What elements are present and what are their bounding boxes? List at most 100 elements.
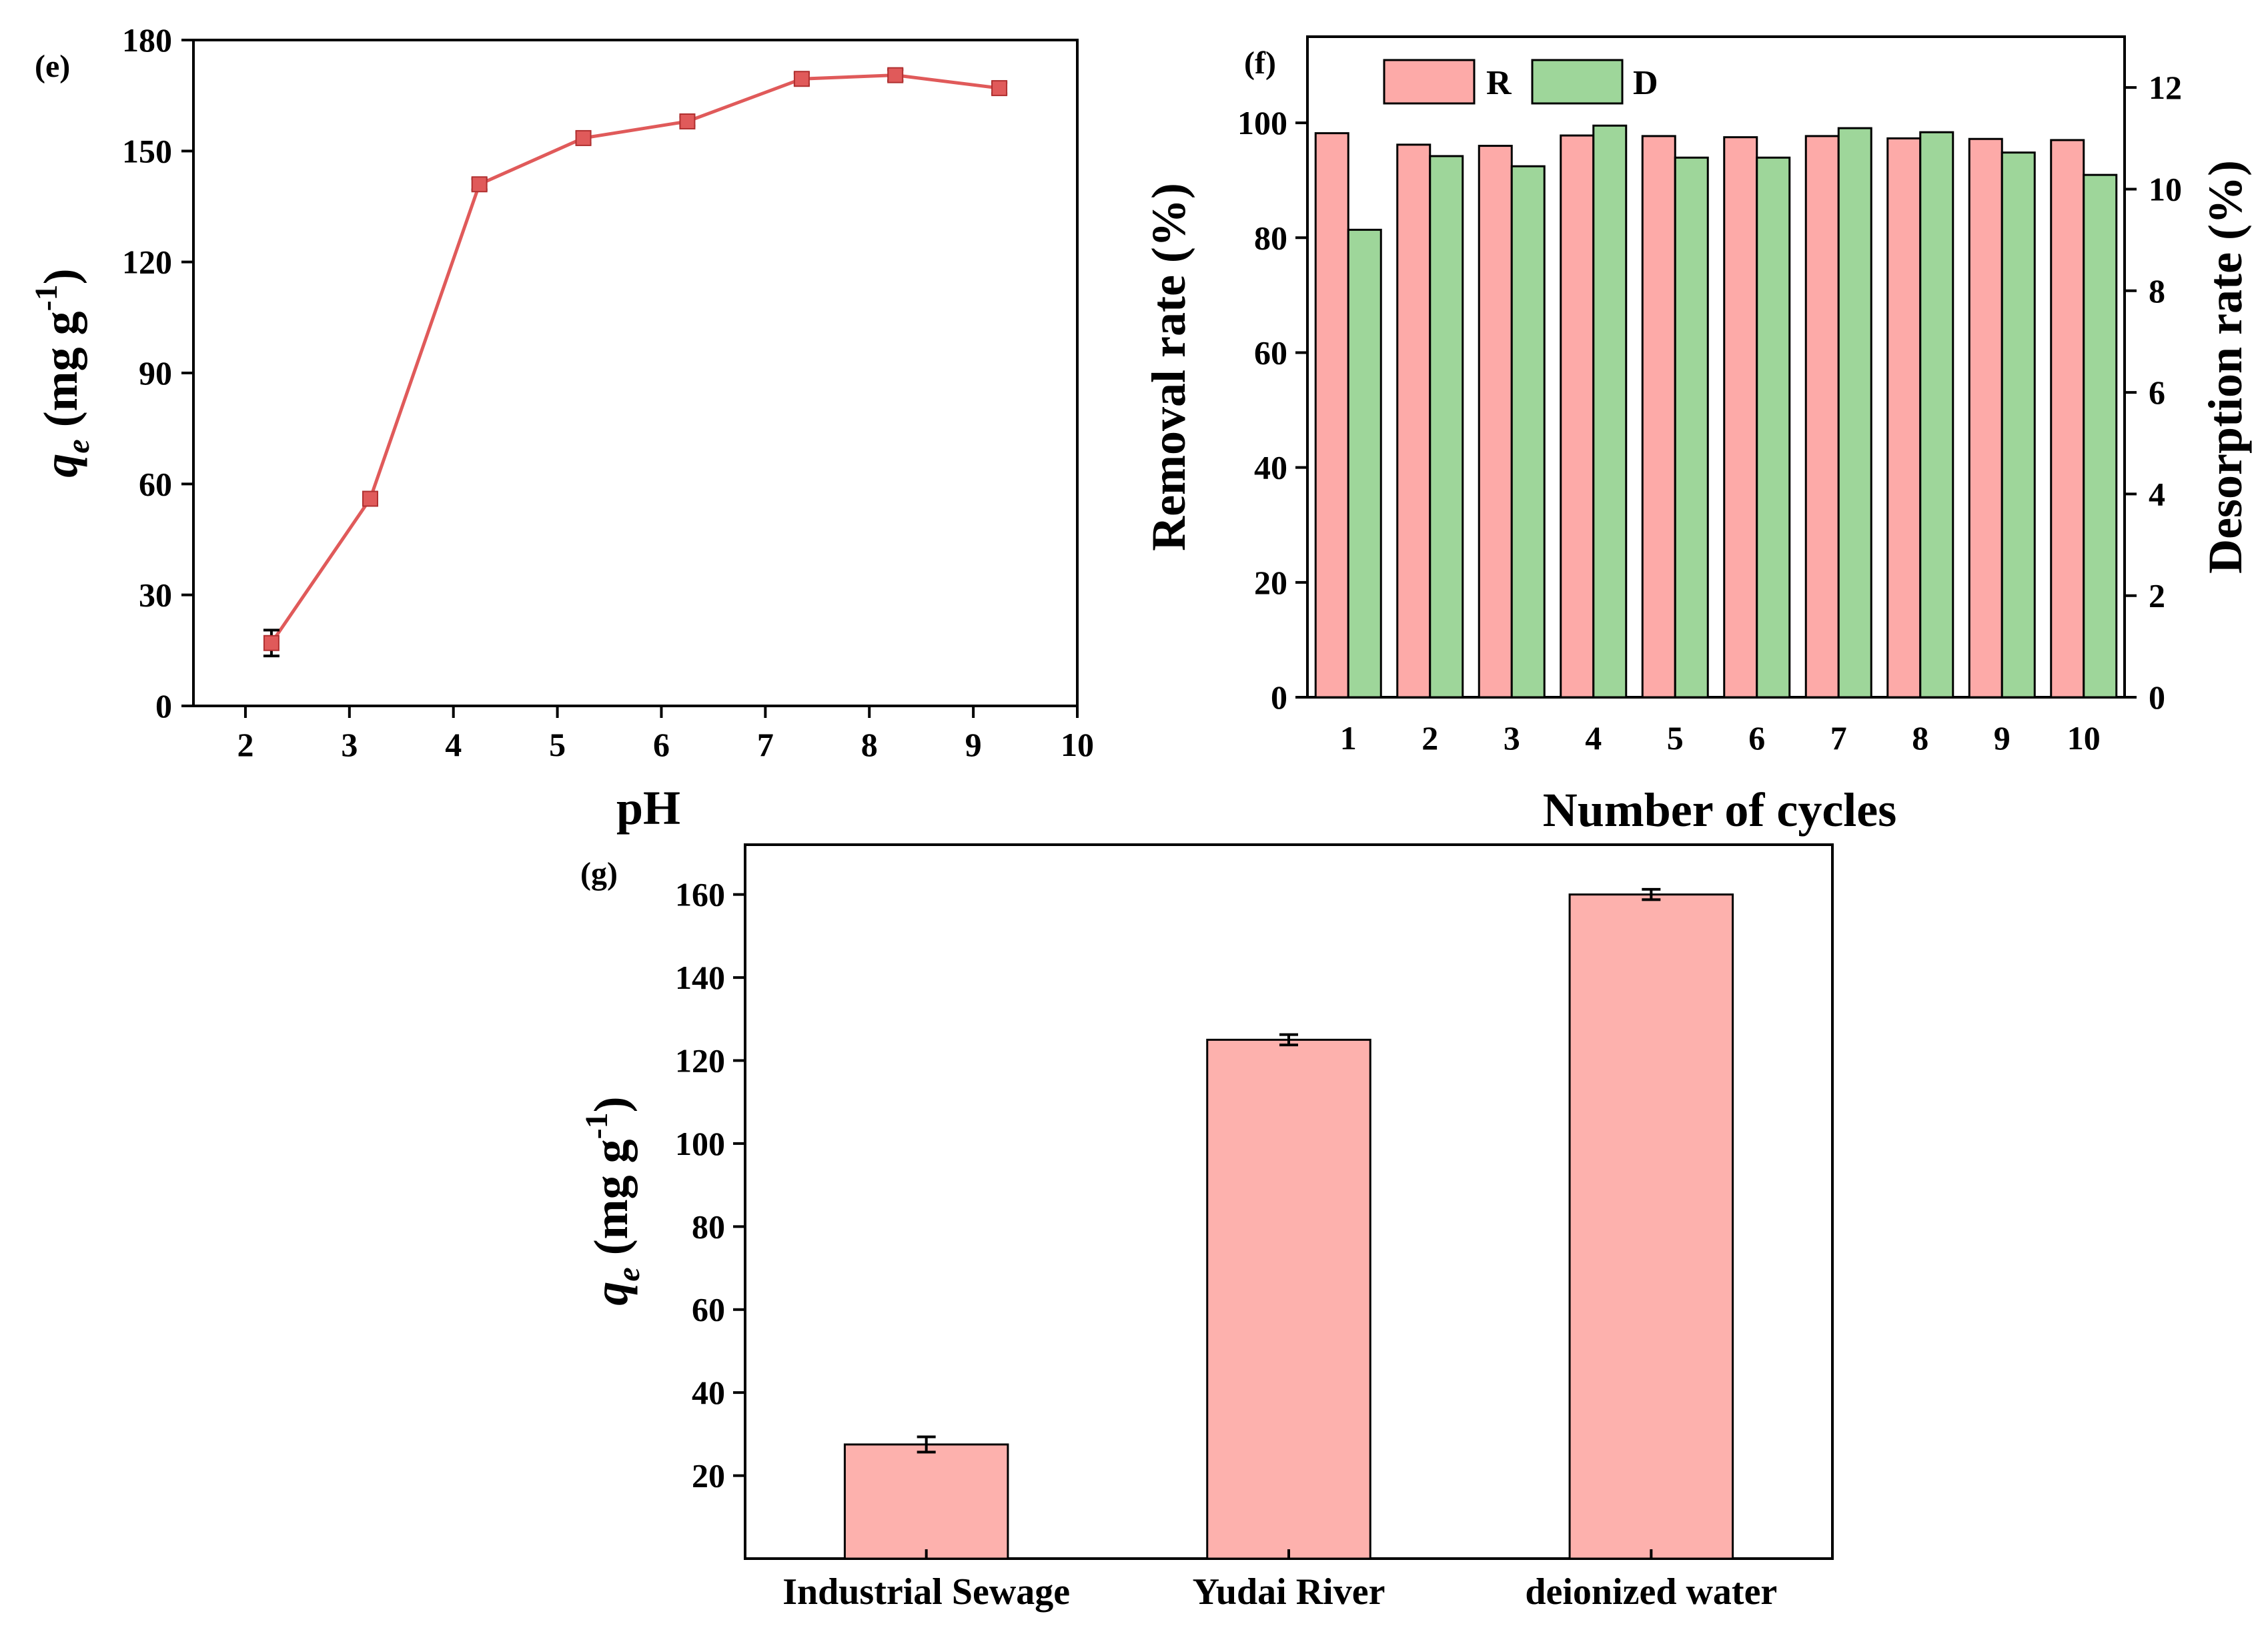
x-tick-label: 3 xyxy=(1504,719,1520,757)
panel-e-plot-frame xyxy=(192,39,1079,707)
y-right-tick-label: 8 xyxy=(2149,272,2165,310)
bar-d xyxy=(1592,124,1628,699)
x-tick-label: 8 xyxy=(1912,719,1928,757)
y-tick-label: 150 xyxy=(122,132,172,169)
y-tick-label: 60 xyxy=(692,1291,725,1328)
panel-g-x-tick-labels: Industrial Sewage Yudai River deionized wa… xyxy=(782,1549,1777,1613)
bar xyxy=(1568,893,1734,1560)
data-point xyxy=(793,71,810,87)
bar-r xyxy=(1641,135,1676,699)
bar-r xyxy=(2050,139,2085,699)
data-point xyxy=(887,67,904,83)
data-point xyxy=(263,635,279,651)
y-tick-label: 60 xyxy=(1254,334,1287,371)
bar xyxy=(843,1443,1009,1560)
series-line xyxy=(269,73,1000,645)
panel-g-bars xyxy=(843,887,1734,1560)
panel-f-label: (f) xyxy=(1244,45,1276,81)
bar-r xyxy=(1968,137,2003,699)
panel-e-y-ticks: 0 30 60 90 120 150 180 xyxy=(122,21,193,725)
x-tick-label: deionized water xyxy=(1525,1571,1777,1613)
x-tick-label: 6 xyxy=(653,726,670,763)
bar-r xyxy=(1886,137,1922,699)
bar-d xyxy=(1429,155,1464,699)
panel-f-x-ticks: 1 2 3 4 5 6 7 8 9 10 xyxy=(1340,719,2101,757)
panel-g-y-axis-label: qe (mg g-1) xyxy=(579,1096,646,1305)
x-tick-label: 5 xyxy=(549,726,566,763)
y-tick-label: 0 xyxy=(1271,679,1287,716)
panel-e-line-chart: (e) 0 30 60 90 120 150 180 2 3 4 5 6 7 8 9 10 pH qe (m… xyxy=(29,21,1094,835)
panel-e-y-axis-label: qe (mg g-1) xyxy=(29,268,96,477)
x-tick-label: Industrial Sewage xyxy=(782,1571,1070,1613)
y-tick-label: 80 xyxy=(692,1208,725,1245)
panel-e-label: (e) xyxy=(35,49,70,84)
y-right-tick-label: 4 xyxy=(2149,475,2165,512)
y-tick-label: 0 xyxy=(155,687,172,725)
panel-f-bars xyxy=(1314,124,2118,699)
bar-r xyxy=(1314,132,1349,699)
bar-d xyxy=(1510,165,1546,699)
x-tick-label: 7 xyxy=(757,726,774,763)
legend-label-r: R xyxy=(1486,64,1512,102)
x-tick-label: 2 xyxy=(237,726,253,763)
data-point xyxy=(991,80,1008,97)
x-tick-label: 9 xyxy=(1994,719,2011,757)
data-point xyxy=(575,129,592,146)
bar-d xyxy=(2001,151,2036,699)
legend-swatch-d xyxy=(1531,59,1624,105)
y-tick-label: 80 xyxy=(1254,219,1287,256)
y-right-tick-label: 2 xyxy=(2149,577,2165,615)
x-tick-label: 10 xyxy=(1061,726,1094,763)
y-tick-label: 90 xyxy=(139,354,172,392)
panel-e-series xyxy=(263,67,1008,658)
y-tick-label: 180 xyxy=(122,21,172,59)
bar-d xyxy=(1674,156,1709,699)
bar-r xyxy=(1723,136,1758,699)
x-tick-label: 4 xyxy=(445,726,462,763)
bar-r xyxy=(1478,145,1513,699)
panel-e-x-ticks: 2 3 4 5 6 7 8 9 10 xyxy=(237,706,1094,763)
y-right-tick-label: 10 xyxy=(2149,170,2182,208)
bar-d xyxy=(1837,127,1872,699)
x-tick-label: 9 xyxy=(965,726,982,763)
legend-label-d: D xyxy=(1633,64,1658,102)
y-tick-label: 140 xyxy=(675,959,725,996)
x-tick-label: 5 xyxy=(1667,719,1684,757)
data-point xyxy=(362,490,378,507)
panel-f-right-y-ticks: 0 2 4 6 8 10 12 xyxy=(2125,69,2182,716)
y-right-tick-label: 0 xyxy=(2149,679,2165,716)
y-tick-label: 160 xyxy=(675,876,725,913)
y-tick-label: 20 xyxy=(1254,564,1287,601)
x-tick-label: Yudai River xyxy=(1193,1571,1385,1613)
x-tick-label: 2 xyxy=(1422,719,1438,757)
y-tick-label: 40 xyxy=(692,1374,725,1411)
legend-swatch-r xyxy=(1383,59,1476,105)
panel-f-right-y-axis-label: Desorption rate (%) xyxy=(2199,160,2252,574)
y-tick-label: 120 xyxy=(675,1042,725,1079)
bar-d xyxy=(1347,228,1382,699)
y-tick-label: 100 xyxy=(1237,104,1287,141)
panel-g-label: (g) xyxy=(580,856,618,891)
x-tick-label: 1 xyxy=(1340,719,1357,757)
bar-d xyxy=(1919,131,1954,699)
bar-r xyxy=(1396,143,1432,699)
y-right-tick-label: 6 xyxy=(2149,374,2165,411)
y-tick-label: 100 xyxy=(675,1125,725,1162)
panel-f-left-y-axis-label: Removal rate (%) xyxy=(1142,183,1195,551)
bar-r xyxy=(1560,134,1595,699)
bar-r xyxy=(1804,135,1840,699)
panel-g-y-ticks: 20 40 60 80 100 120 140 160 xyxy=(675,876,745,1495)
y-tick-label: 60 xyxy=(139,465,172,502)
panel-f-legend: R D xyxy=(1383,59,1658,105)
x-tick-label: 7 xyxy=(1830,719,1847,757)
panel-e-x-axis-label: pH xyxy=(616,781,680,835)
panel-f-plot-frame xyxy=(1306,35,2126,699)
bar-d xyxy=(1756,156,1791,699)
panel-f-left-y-ticks: 0 20 40 60 80 100 xyxy=(1237,104,1307,716)
x-tick-label: 4 xyxy=(1585,719,1602,757)
y-tick-label: 30 xyxy=(139,576,172,614)
y-tick-label: 120 xyxy=(122,244,172,281)
x-tick-label: 10 xyxy=(2067,719,2101,757)
